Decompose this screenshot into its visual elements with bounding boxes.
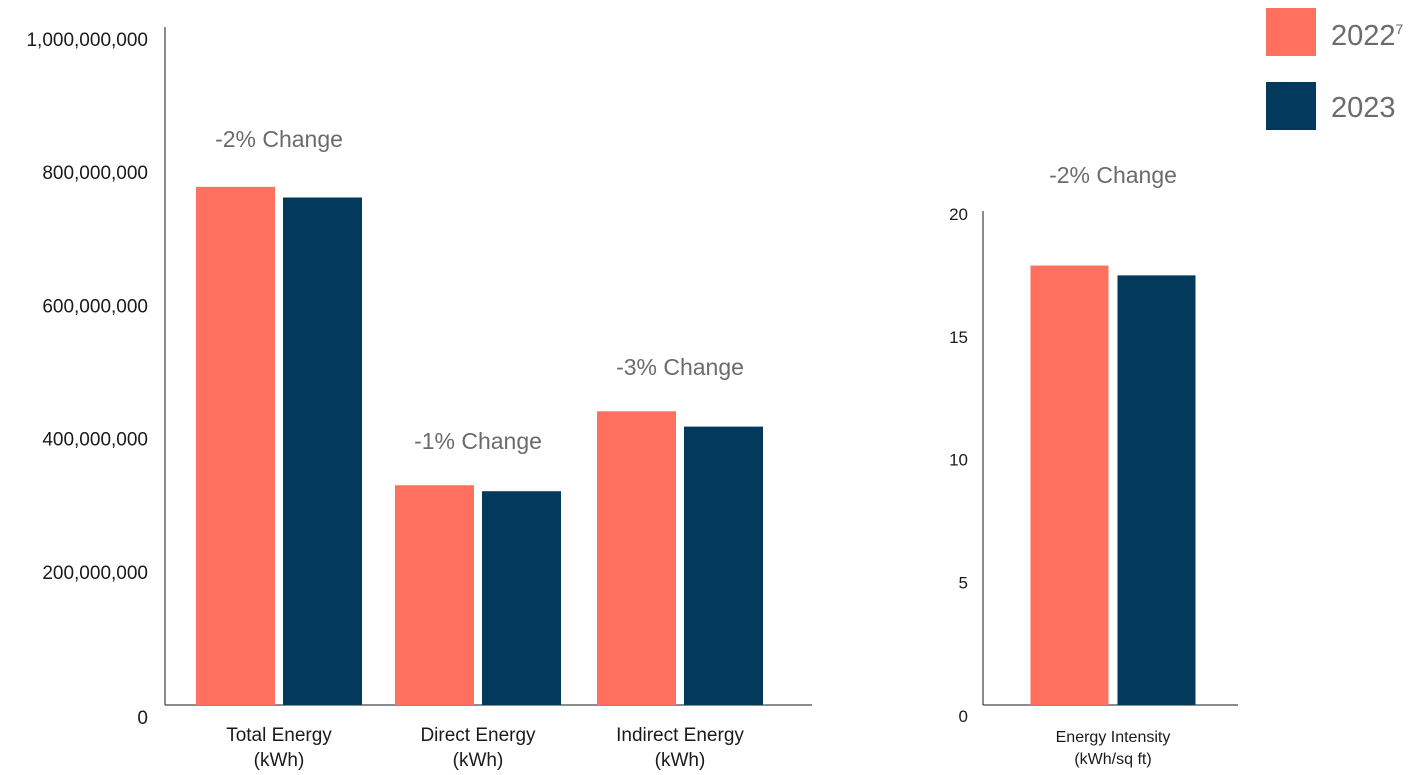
bar-2022-0 bbox=[196, 186, 275, 706]
change-annotation: -2% Change bbox=[215, 126, 343, 152]
legend-swatch-2022 bbox=[1266, 8, 1316, 56]
y-tick-label: 20 bbox=[949, 205, 968, 224]
x-category-label: Direct Energy bbox=[420, 725, 536, 746]
bar-2022-2 bbox=[597, 411, 676, 705]
bar-2023-0 bbox=[1117, 275, 1196, 705]
y-tick-label: 15 bbox=[949, 328, 968, 347]
y-tick-label: 200,000,000 bbox=[42, 563, 148, 584]
change-annotation: -2% Change bbox=[1049, 162, 1177, 188]
legend-year: 2023 bbox=[1331, 92, 1396, 124]
y-tick-label: 5 bbox=[959, 573, 968, 592]
y-tick-label: 10 bbox=[949, 451, 968, 470]
legend-year: 2022 bbox=[1331, 20, 1396, 52]
y-tick-label: 600,000,000 bbox=[42, 296, 148, 317]
x-category-unit-label: (kWh) bbox=[254, 750, 305, 770]
change-annotation: -3% Change bbox=[616, 354, 744, 380]
y-tick-label: 400,000,000 bbox=[42, 430, 148, 451]
bar-2022-1 bbox=[395, 485, 474, 705]
x-category-unit-label: (kWh/sq ft) bbox=[1074, 751, 1151, 768]
x-category-unit-label: (kWh) bbox=[453, 750, 504, 770]
y-tick-label: 0 bbox=[137, 708, 148, 729]
chart-1: 0 200,000,000 400,000,000 600,000,000 800,00… bbox=[26, 27, 812, 771]
legend-label-2022: 20227 bbox=[1331, 20, 1404, 52]
x-category-unit-label: (kWh) bbox=[655, 750, 706, 770]
x-category-label: Energy Intensity bbox=[1056, 729, 1171, 746]
x-category-label: Indirect Energy bbox=[616, 725, 744, 746]
y-tick-label: 0 bbox=[959, 707, 968, 726]
chart-2: 0 5 10 15 20 Energy Intensity (kWh/sq ft) -2% C… bbox=[949, 162, 1238, 768]
x-category-label: Total Energy bbox=[226, 725, 332, 746]
legend-footnote-marker: 7 bbox=[1396, 21, 1404, 37]
bar-2023-2 bbox=[684, 426, 763, 705]
y-tick-label: 800,000,000 bbox=[42, 163, 148, 184]
legend: 20227 2023 bbox=[1266, 8, 1404, 130]
change-annotation: -1% Change bbox=[414, 428, 542, 454]
bar-2023-0 bbox=[283, 197, 362, 705]
legend-swatch-2023 bbox=[1266, 82, 1316, 130]
bar-2022-0 bbox=[1030, 265, 1109, 705]
bar-2023-1 bbox=[482, 491, 561, 705]
y-tick-label: 1,000,000,000 bbox=[26, 30, 148, 51]
legend-label-2023: 2023 bbox=[1331, 92, 1396, 124]
